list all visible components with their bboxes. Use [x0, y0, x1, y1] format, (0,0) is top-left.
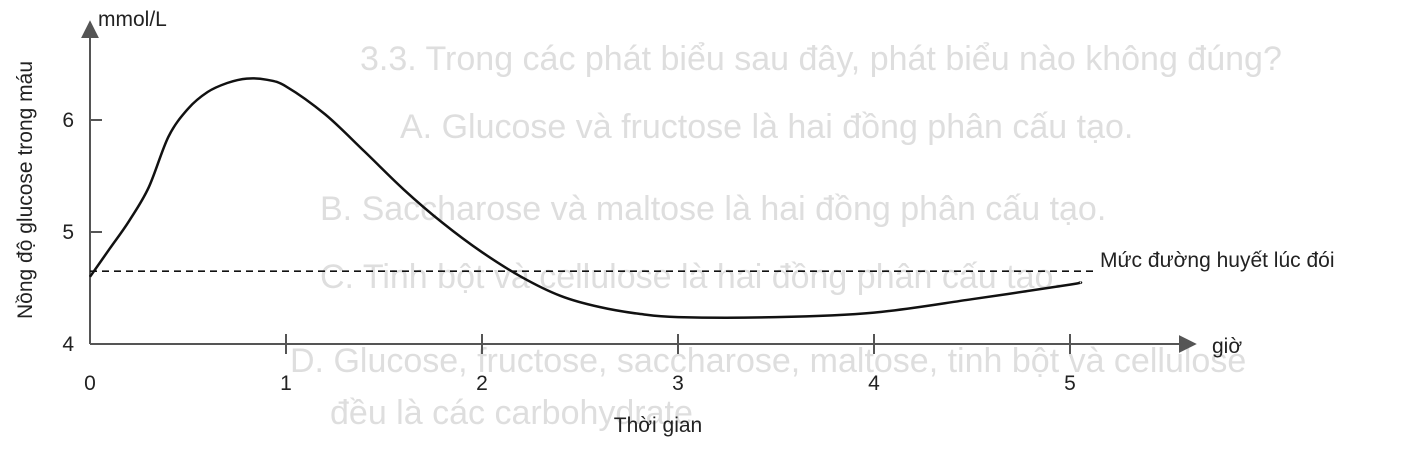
y-unit-label: mmol/L: [98, 8, 167, 31]
y-ticks: 4 5 6: [62, 109, 102, 356]
x-ticks: 0 1 2 3 4 5: [84, 334, 1076, 395]
y-tick-label: 6: [62, 109, 74, 132]
x-tick-label: 4: [868, 372, 880, 395]
x-tick-label: 3: [672, 372, 684, 395]
fasting-level-label: Mức đường huyết lúc đói: [1100, 249, 1335, 272]
x-unit-label: giờ: [1212, 335, 1242, 358]
x-tick-label: 1: [280, 372, 292, 395]
glucose-curve: [88, 77, 1083, 319]
y-tick-label: 5: [62, 221, 74, 244]
x-tick-label: 2: [476, 372, 488, 395]
y-axis-label: Nồng độ glucose trong máu: [14, 61, 37, 319]
x-tick-label: 5: [1064, 372, 1076, 395]
y-tick-label: 4: [62, 333, 74, 356]
x-tick-label: 0: [84, 372, 96, 395]
x-axis-label: Thời gian: [614, 414, 702, 437]
